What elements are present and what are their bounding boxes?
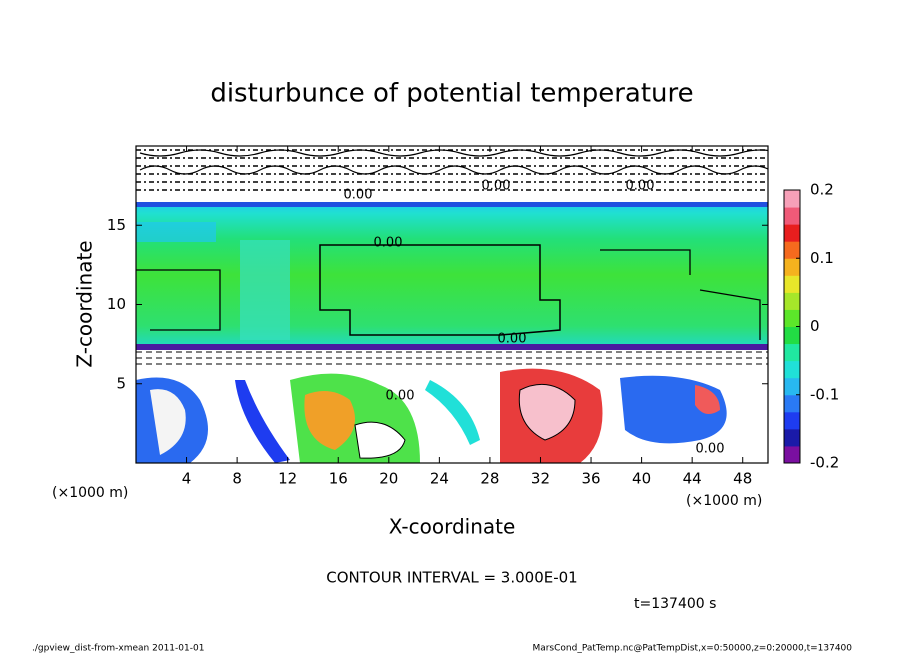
field-patch: [136, 222, 216, 242]
y-tick-label: 5: [116, 374, 126, 392]
colorbar-segment: [784, 360, 800, 379]
x-tick-label: 44: [683, 470, 702, 488]
contour-label: 0.00: [344, 188, 373, 203]
blob: [235, 380, 290, 463]
colorbar-tick-label: 0.2: [810, 181, 834, 199]
contour-label: 0.00: [386, 389, 415, 404]
y-tick-label: 15: [107, 216, 126, 234]
contour-label: 0.00: [696, 442, 725, 457]
x-tick-label: 16: [329, 470, 348, 488]
contour-label: 0.00: [374, 236, 403, 251]
colorbar-segment: [784, 207, 800, 225]
contour-label: 0.00: [482, 179, 511, 194]
colorbar-segment: [784, 224, 800, 242]
footer-left: ./gpview_dist-from-xmean 2011-01-01: [32, 644, 204, 654]
colorbar-segment: [784, 309, 800, 327]
blob: [304, 391, 355, 450]
contour-label: 0.00: [498, 332, 527, 347]
zero-contour: [319, 244, 561, 336]
field-band: [136, 202, 768, 348]
colorbar-segment: [784, 394, 800, 413]
blob: [354, 421, 406, 459]
field-band: [136, 344, 768, 350]
x-tick-label: 8: [232, 470, 242, 488]
colorbar-segment: [784, 343, 800, 362]
x-tick-label: 20: [379, 470, 398, 488]
chart-title: disturbunce of potential temperature: [210, 79, 693, 109]
x-tick-label: 40: [632, 470, 651, 488]
colorbar-segment: [784, 326, 800, 345]
colorbar-segment: [784, 258, 800, 276]
blob: [425, 380, 480, 445]
x-tick-label: 32: [531, 470, 550, 488]
colorbar-segment: [784, 241, 800, 259]
colorbar-tick-label: 0.1: [810, 249, 834, 267]
x-tick-label: 36: [581, 470, 600, 488]
x-axis-label: X-coordinate: [389, 515, 516, 539]
dashed-contour: [136, 351, 768, 365]
colorbar-segment: [784, 445, 800, 464]
y-axis-label: Z-coordinate: [73, 240, 97, 367]
colorbar-segment: [784, 411, 800, 430]
lower-structures: [136, 368, 727, 463]
colorbar-segment: [784, 377, 800, 396]
colorbar-segment: [784, 275, 800, 293]
y-tick-label: 10: [107, 295, 126, 313]
blob: [518, 383, 576, 441]
contour-field: [136, 146, 768, 463]
blob: [695, 385, 720, 414]
field-band: [136, 202, 768, 207]
x-unit-label: (×1000 m): [686, 493, 762, 509]
field-patch: [240, 240, 290, 340]
colorbar-tick-label: -0.2: [810, 454, 839, 472]
contour-label: 0.00: [626, 179, 655, 194]
footer-right: MarsCond_PatTemp.nc@PatTempDist,x=0:5000…: [532, 644, 852, 654]
time-label: t=137400 s: [634, 596, 716, 612]
x-tick-label: 48: [733, 470, 752, 488]
colorbar-tick-label: 0: [810, 317, 820, 335]
x-tick-label: 12: [278, 470, 297, 488]
x-unit-label: (×1000 m): [52, 485, 128, 501]
x-tick-label: 28: [480, 470, 499, 488]
colorbar-segment: [784, 190, 800, 208]
zero-contour: [136, 249, 761, 340]
blob: [150, 389, 186, 455]
x-tick-label: 24: [430, 470, 449, 488]
x-tick-label: 4: [182, 470, 192, 488]
contour-interval: CONTOUR INTERVAL = 3.000E-01: [326, 569, 577, 587]
colorbar-segment: [784, 292, 800, 310]
colorbar-segment: [784, 428, 800, 447]
noisy-contour: [139, 149, 768, 175]
colorbar-tick-label: -0.1: [810, 385, 839, 403]
